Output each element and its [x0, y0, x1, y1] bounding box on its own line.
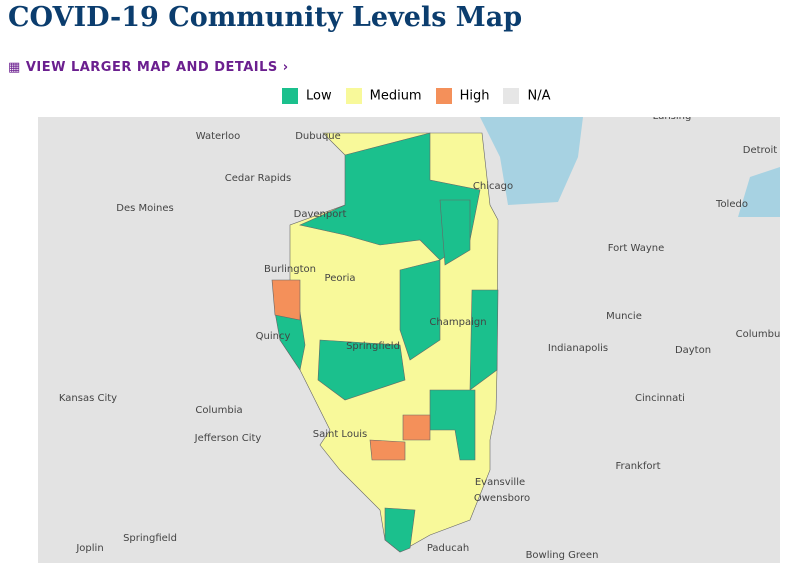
place-label: Cedar Rapids	[225, 173, 291, 184]
place-label: Champaign	[429, 317, 486, 328]
place-label: Columbu	[736, 329, 780, 340]
place-label: Dubuque	[295, 131, 341, 142]
lake	[480, 117, 583, 205]
place-label: Columbia	[195, 405, 242, 416]
lake	[738, 167, 780, 217]
region	[402, 414, 431, 441]
place-label: Bowling Green	[526, 550, 599, 561]
region	[271, 279, 301, 321]
place-label: Dayton	[675, 345, 711, 356]
place-label: Paducah	[427, 543, 469, 554]
place-label: Jefferson City	[194, 433, 262, 444]
place-label: Cincinnati	[635, 393, 685, 404]
legend-swatch	[435, 88, 452, 104]
place-label: Muncie	[606, 311, 642, 322]
region	[384, 507, 416, 553]
legend-item[interactable]: N/A	[503, 88, 550, 104]
place-label: Detroit	[743, 145, 778, 156]
region	[369, 439, 406, 461]
link-text[interactable]: VIEW LARGER MAP AND DETAILS ›	[25, 60, 289, 75]
place-label: Fort Wayne	[608, 243, 665, 254]
place-label: Springfield	[346, 341, 400, 352]
map: Waterloo Dubuque Lansing Detroit Cedar Rapid…	[38, 117, 780, 563]
legend-item[interactable]: Medium	[345, 88, 422, 104]
place-label: Waterloo	[196, 131, 241, 142]
place-label: Lansing	[653, 117, 692, 122]
place-label: Indianapolis	[548, 343, 608, 354]
place-label: Owensboro	[474, 493, 530, 504]
map-link[interactable]: ▦ VIEW LARGER MAP AND DETAILS ›	[8, 60, 289, 75]
place-label: Peoria	[325, 273, 356, 284]
legend-label: N/A	[527, 88, 551, 104]
region	[469, 289, 499, 391]
region	[439, 199, 471, 266]
place-label: Chicago	[473, 181, 513, 192]
legend-label: Low	[306, 88, 332, 104]
place-label: Toledo	[715, 199, 748, 210]
place-label: Joplin	[75, 543, 103, 554]
place-label: Springfield	[123, 533, 177, 544]
legend-swatch	[282, 88, 298, 104]
legend-swatch	[345, 88, 362, 104]
place-label: Des Moines	[116, 203, 173, 214]
place-label: Evansville	[475, 477, 525, 488]
legend-swatch	[503, 88, 520, 104]
legend-item[interactable]: High	[435, 88, 490, 104]
region	[317, 339, 406, 401]
legend: Low Medium High N/A	[282, 88, 550, 104]
place-label: Quincy	[256, 331, 291, 342]
place-label: Burlington	[264, 264, 316, 275]
place-label: Frankfort	[615, 461, 660, 472]
region	[399, 259, 441, 361]
title: COVID-19 Community Levels Map	[8, 2, 523, 33]
legend-item[interactable]: Low	[282, 88, 332, 104]
place-label: Kansas City	[59, 393, 117, 404]
place-label: Davenport	[294, 209, 347, 220]
place-label: Saint Louis	[313, 429, 368, 440]
legend-label: High	[459, 88, 490, 104]
region	[299, 132, 481, 261]
legend-label: Medium	[369, 88, 422, 104]
